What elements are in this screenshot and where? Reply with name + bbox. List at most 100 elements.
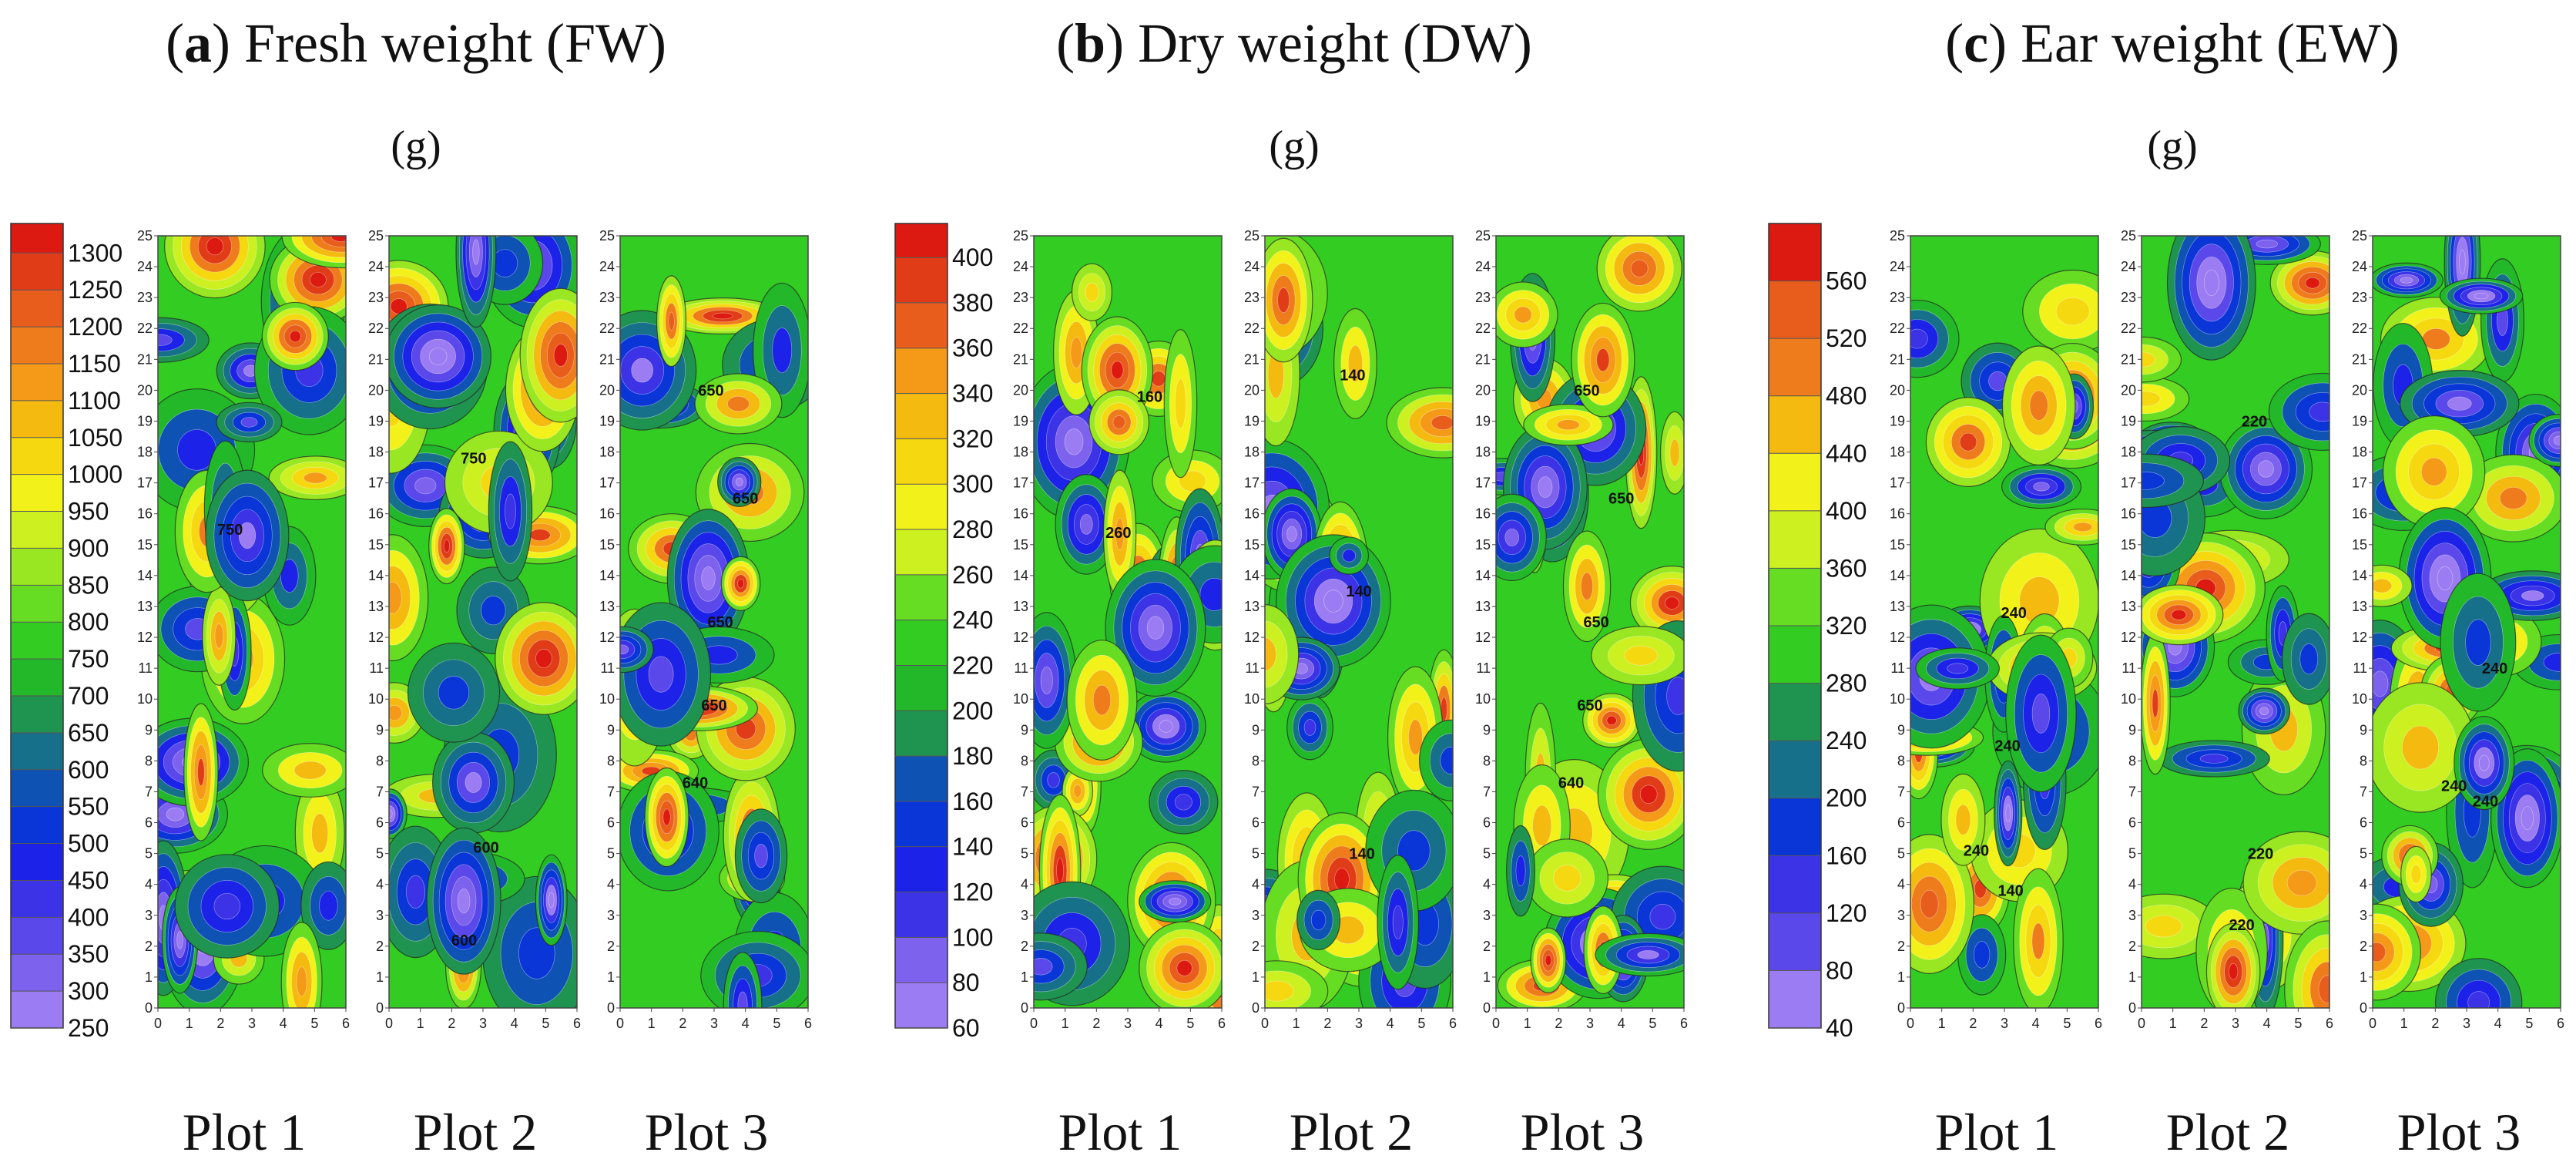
y-tick-label: 11 [1890,660,1905,676]
colorbar-band [11,622,63,660]
y-tick-label: 13 [1890,599,1905,614]
colorbar-tick-label: 40 [1826,1014,1853,1042]
colorbar-tick-label: 1150 [68,350,121,378]
y-tick-label: 8 [2128,753,2136,768]
contour-region [668,311,675,331]
x-tick-label: 3 [1355,1016,1363,1031]
y-tick-label: 1 [1897,969,1905,985]
y-tick-label: 22 [2352,321,2367,336]
contour-region [1040,667,1053,694]
y-tick-label: 4 [376,877,384,892]
contour-region [2420,457,2447,486]
colorbar-tick-label: 850 [68,571,109,599]
contour-region [2145,915,2182,938]
contour-region [1159,720,1173,733]
y-tick-label: 7 [1252,784,1259,799]
x-tick-label: 3 [710,1016,718,1031]
x-tick-label: 5 [1417,1016,1425,1031]
y-tick-label: 12 [1013,630,1028,645]
contour-region [213,892,240,920]
colorbar-tick-label: 160 [952,788,993,815]
plot-label: Plot 3 [1521,1103,1645,1159]
y-tick-label: 25 [1890,228,1905,244]
contour-region [1639,784,1658,804]
y-tick-label: 4 [1021,877,1028,892]
panel-a: (a) Fresh weight (FW)(g)2503003504004505… [10,12,812,1159]
contour-region [1347,344,1363,382]
colorbar-tick-label: 1100 [68,387,121,415]
y-tick-label: 1 [1483,969,1491,985]
y-tick-label: 17 [1890,475,1905,491]
contour-region [1085,282,1099,302]
y-tick-label: 13 [1244,599,1259,614]
contour-region [1169,897,1182,905]
plot-label: Plot 1 [1058,1103,1182,1159]
contour-region [1669,438,1680,467]
y-tick-label: 12 [1475,630,1491,645]
y-tick-label: 0 [1483,1000,1491,1016]
colorbar-tick-label: 1250 [68,276,122,304]
colorbar-tick-label: 120 [1826,899,1867,927]
y-tick-label: 16 [368,506,384,522]
colorbar-band [895,393,948,439]
plot-label: Plot 2 [1290,1103,1414,1159]
y-tick-label: 21 [1475,351,1491,367]
colorbar-band [1769,798,1821,856]
contour-region [414,477,437,495]
x-tick-label: 0 [385,1016,393,1031]
heatmap-field [158,236,346,1008]
y-tick-label: 22 [1013,321,1028,336]
axis-ticks: 0123456789101112131415161718192021222324… [368,228,581,1031]
x-tick-label: 4 [2263,1016,2271,1031]
contour-label: 750 [217,522,243,539]
colorbar-band [895,665,948,711]
colorbar-tick-label: 520 [1826,324,1867,352]
contour-region [772,328,793,373]
y-tick-label: 25 [137,228,153,244]
y-tick-label: 8 [1252,753,1259,768]
y-tick-label: 0 [1897,1000,1905,1016]
panel-letter: b [1075,12,1105,74]
y-tick-label: 5 [145,846,153,862]
plot-label: Plot 2 [414,1103,538,1159]
y-tick-label: 24 [1244,259,1259,274]
colorbar-tick-label: 500 [68,830,109,858]
colorbar-band [1769,568,1821,626]
colorbar-tick-label: 380 [952,289,993,317]
y-tick-label: 25 [1244,228,1259,244]
colorbar-band [11,880,63,918]
contour-region [2478,754,2490,771]
colorbar-band [895,529,948,575]
contour-region [553,344,568,367]
y-tick-label: 6 [1897,815,1905,831]
axis-ticks: 0123456789101112131415161718192021222324… [2352,228,2564,1031]
y-tick-label: 23 [599,290,615,305]
colorbar-tick-label: 800 [68,608,109,636]
y-tick-label: 18 [599,445,615,460]
colorbar-tick-label: 1000 [68,461,122,489]
y-tick-label: 3 [1252,908,1259,923]
contour-region [2029,390,2048,421]
colorbar-tick-label: 100 [952,923,993,951]
contour-region [2256,239,2279,249]
y-tick-label: 24 [137,259,153,274]
colorbar-band [11,400,63,438]
contour-region [1115,517,1125,550]
x-tick-label: 3 [2232,1016,2239,1031]
colorbar-band [11,806,63,844]
y-tick-label: 20 [368,382,384,398]
x-tick-label: 2 [2431,1016,2439,1031]
y-tick-label: 19 [1244,413,1259,428]
plot-label: Plot 2 [2166,1103,2290,1159]
contour-region [1286,526,1297,543]
colorbar-band [895,846,948,892]
y-tick-label: 5 [1483,846,1491,862]
y-tick-label: 17 [1475,475,1491,491]
contour-region [2467,991,2490,1008]
colorbar-tick-label: 1200 [68,313,122,341]
contour-region [1112,415,1125,429]
y-tick-label: 11 [1014,660,1028,676]
contour-region [1532,805,1552,846]
y-tick-label: 10 [2352,691,2367,707]
colorbar-band [1769,510,1821,569]
